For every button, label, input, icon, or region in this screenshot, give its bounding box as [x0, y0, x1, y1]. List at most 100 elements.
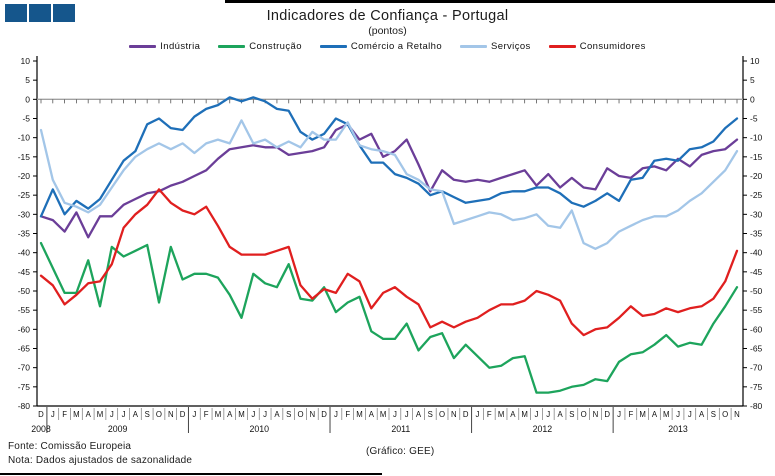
footer-note: Nota: Dados ajustados de sazonalidade	[8, 455, 193, 466]
month-label: A	[699, 410, 705, 419]
series-line-industria	[39, 123, 739, 239]
y-tick-label-left: -80	[18, 401, 31, 411]
y-tick-label-right: -40	[750, 248, 763, 258]
legend-label-servicos: Serviços	[491, 41, 531, 52]
year-label-2012: 2012	[533, 424, 553, 434]
y-tick-label-left: 10	[21, 56, 31, 66]
month-label: M	[215, 410, 222, 419]
month-label: M	[73, 410, 80, 419]
month-label: M	[498, 410, 505, 419]
month-label: J	[617, 410, 621, 419]
month-label: F	[204, 410, 209, 419]
y-tick-label-left: -30	[18, 209, 31, 219]
bottom-border-rule	[0, 473, 382, 475]
y-tick-label-right: -70	[750, 363, 763, 373]
y-tick-label-left: -50	[18, 286, 31, 296]
month-label: A	[86, 410, 92, 419]
y-tick-label-left: -65	[18, 344, 31, 354]
y-tick-label-right: -30	[750, 209, 763, 219]
legend-item-consumidores: Consumidores	[548, 41, 646, 52]
legend-swatch-consumidores	[548, 44, 576, 48]
month-label: N	[593, 410, 599, 419]
month-label: N	[451, 410, 457, 419]
y-tick-label-left: -25	[18, 190, 31, 200]
y-tick-label-right: 10	[750, 56, 760, 66]
month-label: D	[180, 410, 186, 419]
month-label: S	[569, 410, 574, 419]
month-label: F	[628, 410, 633, 419]
logo-square	[53, 4, 75, 22]
month-label: M	[97, 410, 104, 419]
legend-item-industria: Indústria	[129, 41, 200, 52]
month-label: F	[487, 410, 492, 419]
month-label: A	[274, 410, 280, 419]
month-label: S	[286, 410, 291, 419]
month-label: S	[428, 410, 433, 419]
month-label: J	[51, 410, 55, 419]
y-tick-label-right: -45	[750, 267, 763, 277]
y-tick-label-left: 0	[25, 94, 30, 104]
month-label: M	[521, 410, 528, 419]
y-tick-label-right: -75	[750, 382, 763, 392]
year-label-2013: 2013	[668, 424, 688, 434]
month-label: J	[688, 410, 692, 419]
series-line-servicos	[39, 119, 739, 250]
footer-graphic-credit: (Gráfico: GEE)	[366, 446, 435, 457]
legend-label-industria: Indústria	[160, 41, 201, 52]
month-label: N	[310, 410, 316, 419]
y-tick-label-right: -55	[750, 305, 763, 315]
month-label: D	[38, 410, 44, 419]
page-title: Indicadores de Confiança - Portugal	[266, 8, 509, 24]
month-label: J	[393, 410, 397, 419]
y-tick-label-right: 0	[750, 94, 755, 104]
chart-legend: Indústria Construção Comércio a Retalho Ser…	[0, 41, 775, 52]
month-label: J	[251, 410, 255, 419]
month-label: D	[321, 410, 327, 419]
month-label: J	[192, 410, 196, 419]
y-tick-label-right: -20	[750, 171, 763, 181]
year-label-2010: 2010	[249, 424, 269, 434]
month-label: J	[476, 410, 480, 419]
legend-swatch-servicos	[460, 44, 488, 48]
y-tick-label-left: -15	[18, 152, 31, 162]
series-line-consumidores	[39, 188, 739, 337]
year-label-2011: 2011	[391, 424, 410, 434]
month-label: J	[122, 410, 126, 419]
month-label: O	[156, 410, 162, 419]
month-label: J	[263, 410, 267, 419]
month-label: M	[356, 410, 363, 419]
y-tick-label-left: -75	[18, 382, 31, 392]
month-label: J	[405, 410, 409, 419]
month-label: M	[238, 410, 245, 419]
month-label: N	[734, 410, 740, 419]
y-tick-label-left: -20	[18, 171, 31, 181]
y-tick-label-left: 5	[25, 75, 30, 85]
month-label: S	[145, 410, 150, 419]
y-tick-label-right: -80	[750, 401, 763, 411]
month-label: O	[581, 410, 587, 419]
month-label: M	[663, 410, 670, 419]
month-label: A	[652, 410, 658, 419]
legend-item-comercio-a-retalho: Comércio a Retalho	[319, 41, 442, 52]
y-tick-label-left: -35	[18, 229, 31, 239]
legend-swatch-construcao	[218, 44, 246, 48]
y-tick-label-right: -10	[750, 133, 763, 143]
month-label: D	[463, 410, 469, 419]
month-label: D	[604, 410, 610, 419]
year-label-2009: 2009	[108, 424, 128, 434]
y-tick-label-left: -40	[18, 248, 31, 258]
logo-square	[5, 4, 27, 22]
month-label: F	[345, 410, 350, 419]
month-label: O	[722, 410, 728, 419]
footer-source: Fonte: Comissão Europeia	[8, 441, 132, 452]
month-label: J	[334, 410, 338, 419]
year-labels: 2008 2009 2010 2011 2012 2013	[31, 424, 688, 434]
y-tick-label-left: -55	[18, 305, 31, 315]
month-label: J	[676, 410, 680, 419]
month-label: J	[535, 410, 539, 419]
month-label: J	[546, 410, 550, 419]
logo-square	[29, 4, 51, 22]
y-tick-label-right: -25	[750, 190, 763, 200]
